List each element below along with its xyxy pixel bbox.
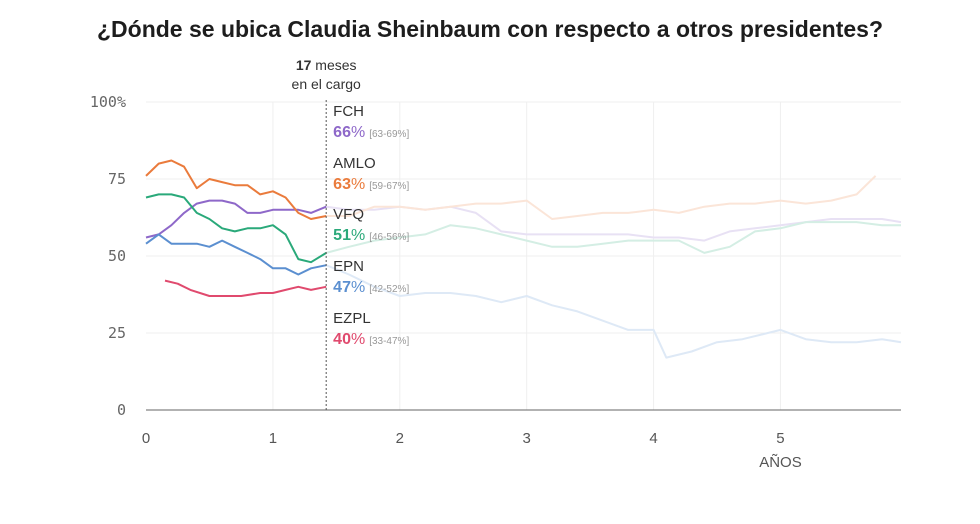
series-line-future-amlo [326,175,877,220]
series-name: AMLO [333,155,376,172]
series-value-sign: % [351,279,365,296]
x-axis-ticks: 0 1 2 3 4 5 [142,430,785,447]
series-label-amlo: AMLO 63% [59-67%] [333,155,409,193]
marker-label: 17 meses [296,57,357,73]
future-trends [325,175,902,359]
series-label-fch: FCH 66% [63-69%] [333,103,409,141]
grid [146,101,901,410]
series-range: [63-69%] [369,129,409,140]
series-line-ezpl [164,279,327,297]
series-value-sign: % [351,176,365,193]
series-line-vfq [145,193,327,264]
series-value-number: 40 [333,331,351,348]
x-axis-label: AÑOS [759,454,802,471]
y-tick-label: 50 [108,247,126,265]
series-line-fch [145,199,327,239]
series-label-ezpl: EZPL 40% [33-47%] [333,310,409,348]
y-tick-label: 0 [117,401,126,419]
y-tick-label: 75 [108,170,126,188]
series-label-epn: EPN 47% [42-52%] [333,258,409,296]
series-line-amlo [145,159,327,220]
marker-months-word: meses [315,57,356,73]
x-tick-label: 3 [523,430,531,447]
series-value-sign: % [351,227,365,244]
x-tick-label: 2 [396,430,404,447]
series-value-sign: % [351,124,365,141]
series-label-vfq: VFQ 51% [46-56%] [333,206,409,244]
series-range: [33-47%] [369,336,409,347]
series-line-epn [145,233,327,276]
y-tick-label: 100% [90,93,126,111]
x-tick-label: 1 [269,430,277,447]
series-lines [145,159,327,297]
marker-label-line2: en el cargo [292,76,361,92]
series-labels: FCH 66% [63-69%] AMLO 63% [59-67%] VFQ 51% [46-5… [333,103,409,348]
y-axis-ticks: 0 25 50 75 100% [90,93,126,419]
series-line-future-epn [325,264,902,359]
series-value: 47% [42-52%] [333,279,409,296]
series-value: 40% [33-47%] [333,331,409,348]
y-tick-label: 25 [108,324,126,342]
series-value: 66% [63-69%] [333,124,409,141]
marker-months-value: 17 [296,57,312,73]
x-tick-label: 4 [649,430,657,447]
series-name: EZPL [333,310,371,327]
series-value: 63% [59-67%] [333,176,409,193]
x-tick-label: 5 [776,430,784,447]
series-range: [46-56%] [369,232,409,243]
series-line-future-vfq [325,221,901,254]
series-value-number: 51 [333,227,351,244]
chart-title: ¿Dónde se ubica Claudia Sheinbaum con re… [96,16,883,42]
series-range: [59-67%] [369,181,409,192]
series-range: [42-52%] [369,284,409,295]
x-tick-label: 0 [142,430,150,447]
series-value-number: 63 [333,176,351,193]
series-value-sign: % [351,331,365,348]
series-value: 51% [46-56%] [333,227,409,244]
series-name: FCH [333,103,364,120]
series-value-number: 66 [333,124,351,141]
series-name: VFQ [333,206,364,223]
series-value-number: 47 [333,279,351,296]
series-name: EPN [333,258,364,275]
